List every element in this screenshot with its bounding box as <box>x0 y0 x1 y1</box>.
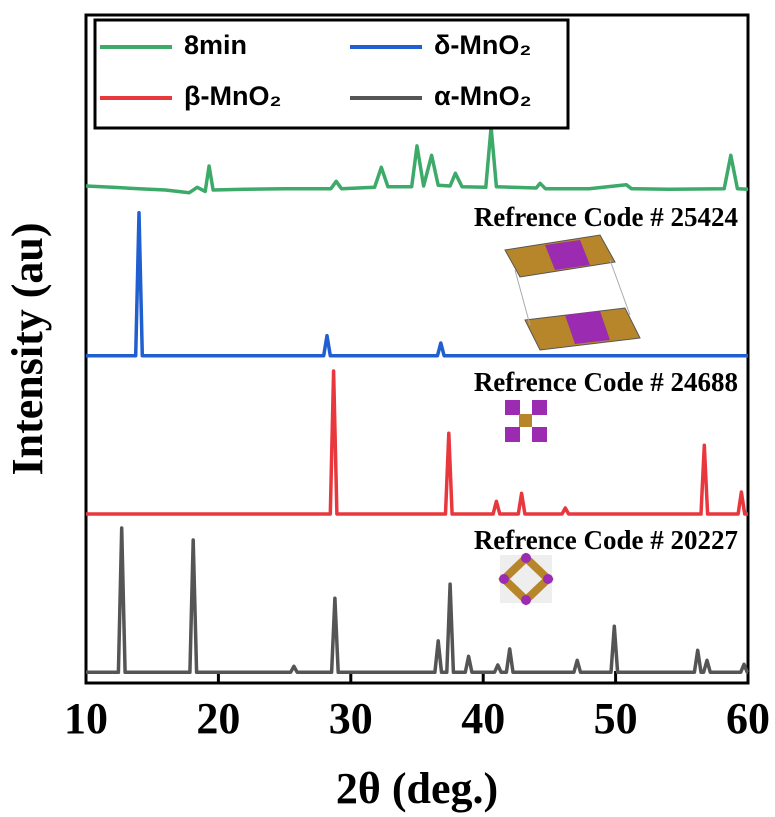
x-tick-label: 20 <box>196 694 240 743</box>
legend-label: α-MnO₂ <box>434 81 532 111</box>
x-tick-label: 40 <box>461 694 505 743</box>
crystal-beta <box>505 400 547 442</box>
x-tick-label: 30 <box>329 694 373 743</box>
legend-label: δ-MnO₂ <box>434 30 531 60</box>
crystal-alpha <box>499 553 553 605</box>
x-tick-label: 50 <box>594 694 638 743</box>
annotation: Refrence Code # 24688 <box>474 367 738 397</box>
legend-label: β-MnO₂ <box>184 81 281 111</box>
annotation: Refrence Code # 20227 <box>474 525 738 555</box>
y-axis-title: Intensity (au) <box>3 222 52 475</box>
x-tick-label: 60 <box>726 694 770 743</box>
crystal-delta <box>505 235 640 350</box>
x-tick-label: 10 <box>64 694 108 743</box>
chart: 2θ (deg.) Intensity (au) 10 20 30 40 50 60 Ref… <box>0 0 775 817</box>
legend-label: 8min <box>184 30 247 60</box>
x-axis-title: 2θ (deg.) <box>336 764 498 813</box>
series-line <box>86 213 748 356</box>
series-line <box>86 127 748 193</box>
annotation: Refrence Code # 25424 <box>474 202 738 232</box>
